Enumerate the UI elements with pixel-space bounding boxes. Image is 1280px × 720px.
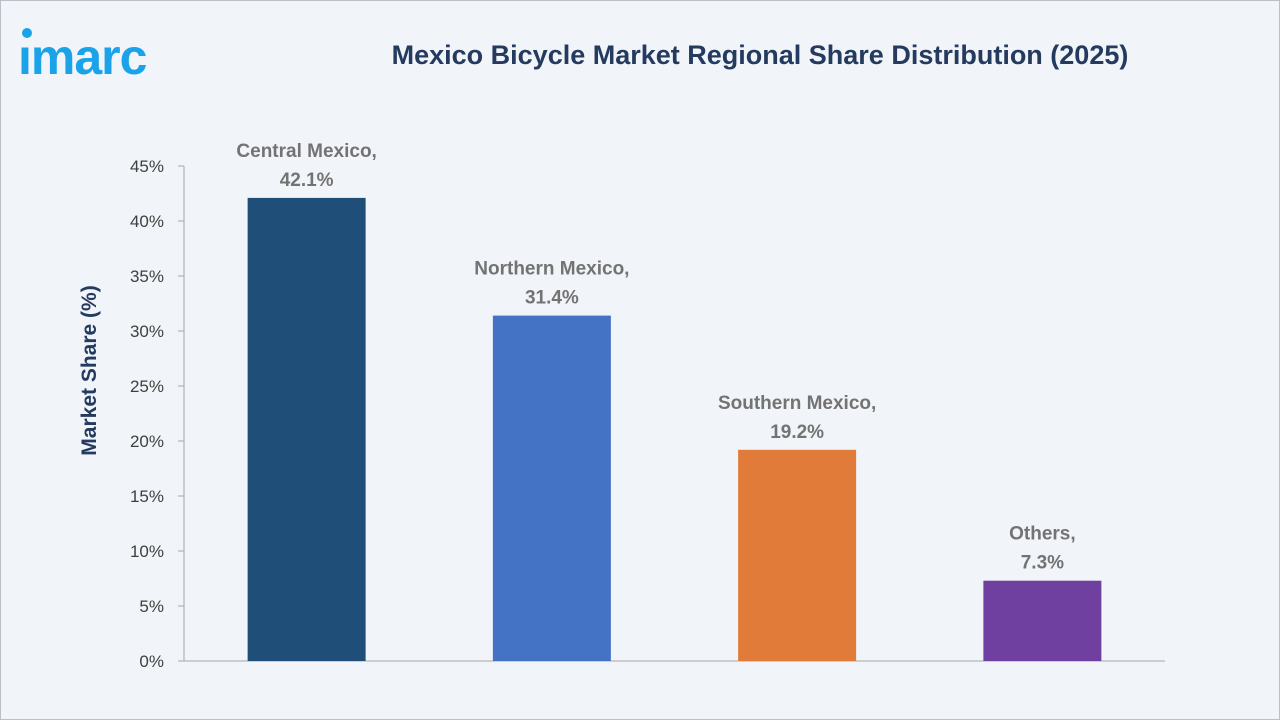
y-tick-label: 5% — [139, 597, 164, 616]
data-label-value: 7.3% — [1021, 553, 1064, 574]
bar-3 — [983, 580, 1102, 661]
y-tick-label: 10% — [130, 542, 164, 561]
bar-1 — [492, 315, 611, 661]
bar-0 — [247, 197, 366, 661]
y-tick-label: 40% — [130, 212, 164, 231]
y-tick-label: 30% — [130, 322, 164, 341]
bar-2 — [738, 449, 857, 661]
data-label-category: Southern Mexico, — [718, 393, 876, 414]
data-label-category: Northern Mexico, — [474, 259, 629, 280]
y-tick-label: 25% — [130, 377, 164, 396]
chart-title: Mexico Bicycle Market Regional Share Dis… — [391, 40, 1129, 70]
data-label-category: Others, — [1009, 524, 1076, 545]
data-label-value: 19.2% — [770, 422, 824, 443]
imarc-logo: ımarc — [18, 26, 208, 85]
y-tick-label: 35% — [130, 267, 164, 286]
y-tick-label: 15% — [130, 487, 164, 506]
y-tick-label: 0% — [139, 652, 164, 671]
y-tick-label: 45% — [130, 157, 164, 176]
data-label-value: 31.4% — [525, 288, 579, 309]
y-axis-title: Market Share (%) — [78, 285, 101, 455]
data-label-value: 42.1% — [280, 170, 334, 191]
svg-text:ımarc: ımarc — [18, 29, 147, 80]
y-tick-label: 20% — [130, 432, 164, 451]
data-label-category: Central Mexico, — [236, 141, 376, 162]
